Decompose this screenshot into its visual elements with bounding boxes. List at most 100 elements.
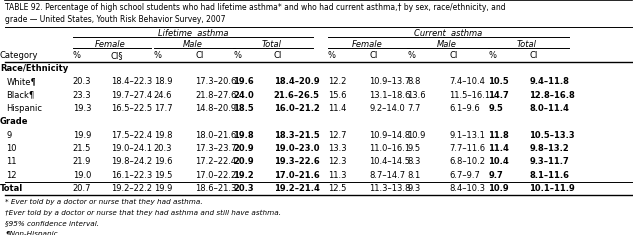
Text: CI: CI <box>449 51 458 60</box>
Text: 21.6–26.5: 21.6–26.5 <box>274 90 319 100</box>
Text: 21.5: 21.5 <box>73 144 91 153</box>
Text: 18.3–21.5: 18.3–21.5 <box>274 131 319 140</box>
Text: 13.1–18.6: 13.1–18.6 <box>369 90 410 100</box>
Text: Current  asthma: Current asthma <box>415 29 483 38</box>
Text: %: % <box>233 51 241 60</box>
Text: 8.0–11.4: 8.0–11.4 <box>529 104 569 113</box>
Text: 18.4–20.9: 18.4–20.9 <box>274 77 319 86</box>
Text: 19.6: 19.6 <box>154 157 172 166</box>
Text: 10.5: 10.5 <box>488 77 509 86</box>
Text: 10.9–14.8: 10.9–14.8 <box>369 131 410 140</box>
Text: 13.3: 13.3 <box>328 144 347 153</box>
Text: 10.9: 10.9 <box>488 184 509 193</box>
Text: 20.7: 20.7 <box>73 184 91 193</box>
Text: 19.2–21.4: 19.2–21.4 <box>274 184 319 193</box>
Text: 11.3: 11.3 <box>328 171 347 180</box>
Text: 18.9: 18.9 <box>154 77 172 86</box>
Text: 12.2: 12.2 <box>328 77 346 86</box>
Text: 19.0: 19.0 <box>73 171 91 180</box>
Text: 7.4–10.4: 7.4–10.4 <box>449 77 485 86</box>
Text: 9: 9 <box>6 131 12 140</box>
Text: 9.7: 9.7 <box>488 171 503 180</box>
Text: 24.0: 24.0 <box>233 90 254 100</box>
Text: Male: Male <box>183 40 203 49</box>
Text: 16.0–21.2: 16.0–21.2 <box>274 104 319 113</box>
Text: 10.9–13.7: 10.9–13.7 <box>369 77 410 86</box>
Text: Female: Female <box>351 40 382 49</box>
Text: %: % <box>328 51 336 60</box>
Text: Total: Total <box>517 40 537 49</box>
Text: 16.1–22.3: 16.1–22.3 <box>111 171 152 180</box>
Text: TABLE 92. Percentage of high school students who had lifetime asthma* and who ha: TABLE 92. Percentage of high school stud… <box>5 3 506 24</box>
Text: 12.7: 12.7 <box>328 131 347 140</box>
Text: 20.9: 20.9 <box>233 144 254 153</box>
Text: 9.4–11.8: 9.4–11.8 <box>529 77 569 86</box>
Text: 19.2: 19.2 <box>233 171 254 180</box>
Text: Total: Total <box>0 184 23 193</box>
Text: 17.0–21.6: 17.0–21.6 <box>274 171 319 180</box>
Text: Male: Male <box>437 40 456 49</box>
Text: 9.8–13.2: 9.8–13.2 <box>529 144 569 153</box>
Text: 11.4: 11.4 <box>488 144 509 153</box>
Text: Black¶: Black¶ <box>6 90 35 100</box>
Text: * Ever told by a doctor or nurse that they had asthma.: * Ever told by a doctor or nurse that th… <box>5 199 203 205</box>
Text: 17.7: 17.7 <box>154 104 172 113</box>
Text: Hispanic: Hispanic <box>6 104 42 113</box>
Text: 10.1–11.9: 10.1–11.9 <box>529 184 575 193</box>
Text: Total: Total <box>262 40 281 49</box>
Text: ¶Non-Hispanic.: ¶Non-Hispanic. <box>5 231 60 235</box>
Text: CI: CI <box>195 51 203 60</box>
Text: 6.8–10.2: 6.8–10.2 <box>449 157 485 166</box>
Text: §95% confidence interval.: §95% confidence interval. <box>5 220 99 226</box>
Text: 11.3–13.8: 11.3–13.8 <box>369 184 410 193</box>
Text: 9.5: 9.5 <box>407 144 420 153</box>
Text: 16.5–22.5: 16.5–22.5 <box>111 104 152 113</box>
Text: CI: CI <box>529 51 538 60</box>
Text: %: % <box>73 51 81 60</box>
Text: 18.6–21.3: 18.6–21.3 <box>195 184 237 193</box>
Text: 19.5: 19.5 <box>154 171 172 180</box>
Text: 11.4: 11.4 <box>328 104 346 113</box>
Text: 11: 11 <box>6 157 17 166</box>
Text: 9.2–14.0: 9.2–14.0 <box>369 104 405 113</box>
Text: 13.6: 13.6 <box>407 90 426 100</box>
Text: 9.1–13.1: 9.1–13.1 <box>449 131 485 140</box>
Text: 18.4–22.3: 18.4–22.3 <box>111 77 152 86</box>
Text: Race/Ethnicity: Race/Ethnicity <box>0 64 68 73</box>
Text: 8.7–14.7: 8.7–14.7 <box>369 171 405 180</box>
Text: 7.7: 7.7 <box>407 104 420 113</box>
Text: %: % <box>154 51 162 60</box>
Text: 8.1: 8.1 <box>407 171 420 180</box>
Text: 17.2–22.4: 17.2–22.4 <box>195 157 236 166</box>
Text: 20.9: 20.9 <box>233 157 254 166</box>
Text: 18.5: 18.5 <box>233 104 254 113</box>
Text: CI§: CI§ <box>111 51 123 60</box>
Text: CI: CI <box>274 51 282 60</box>
Text: 11.8: 11.8 <box>488 131 509 140</box>
Text: 7.7–11.6: 7.7–11.6 <box>449 144 486 153</box>
Text: 17.5–22.4: 17.5–22.4 <box>111 131 152 140</box>
Text: Lifetime  asthma: Lifetime asthma <box>158 29 228 38</box>
Text: 19.2–22.2: 19.2–22.2 <box>111 184 152 193</box>
Text: 17.0–22.2: 17.0–22.2 <box>195 171 236 180</box>
Text: Category: Category <box>0 51 38 60</box>
Text: 10.5–13.3: 10.5–13.3 <box>529 131 575 140</box>
Text: 19.9: 19.9 <box>154 184 172 193</box>
Text: White¶: White¶ <box>6 77 36 86</box>
Text: Grade: Grade <box>0 117 28 126</box>
Text: CI: CI <box>369 51 378 60</box>
Text: 20.3: 20.3 <box>233 184 254 193</box>
Text: 19.6: 19.6 <box>233 77 254 86</box>
Text: Female: Female <box>95 40 126 49</box>
Text: 9.3–11.7: 9.3–11.7 <box>529 157 569 166</box>
Text: 8.8: 8.8 <box>407 77 420 86</box>
Text: 10: 10 <box>6 144 17 153</box>
Text: 18.0–21.6: 18.0–21.6 <box>195 131 237 140</box>
Text: 10.9: 10.9 <box>407 131 426 140</box>
Text: 8.3: 8.3 <box>407 157 420 166</box>
Text: 10.4–14.5: 10.4–14.5 <box>369 157 410 166</box>
Text: 8.4–10.3: 8.4–10.3 <box>449 184 485 193</box>
Text: 19.0–24.1: 19.0–24.1 <box>111 144 152 153</box>
Text: 14.8–20.9: 14.8–20.9 <box>195 104 236 113</box>
Text: 24.6: 24.6 <box>154 90 172 100</box>
